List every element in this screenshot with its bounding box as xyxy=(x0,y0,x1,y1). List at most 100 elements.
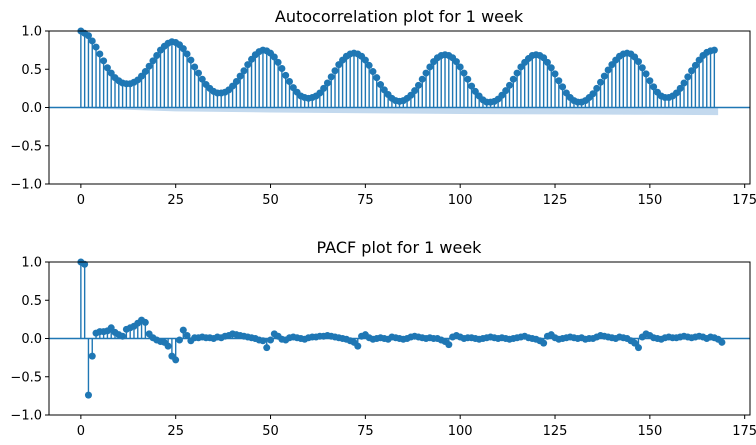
pacf-markers xyxy=(77,258,726,399)
acf-x-tick-label: 0 xyxy=(77,193,85,208)
pacf-marker-23 xyxy=(164,342,172,350)
acf-marker-136 xyxy=(593,84,601,92)
acf-marker-99 xyxy=(452,58,460,66)
acf-marker-161 xyxy=(688,67,696,75)
acf-marker-137 xyxy=(597,78,605,86)
pacf-marker-1 xyxy=(81,260,89,268)
acf-marker-101 xyxy=(460,69,468,77)
acf-marker-162 xyxy=(691,61,699,69)
pacf-y-tick-label: −1.0 xyxy=(10,409,42,424)
acf-marker-75 xyxy=(361,56,369,64)
acf-marker-148 xyxy=(638,64,646,72)
acf-marker-138 xyxy=(600,72,608,80)
acf-marker-167 xyxy=(710,46,718,54)
pacf-x-tick-label: 25 xyxy=(167,424,184,439)
acf-marker-44 xyxy=(244,61,252,69)
acf-marker-150 xyxy=(646,77,654,85)
acf-marker-2 xyxy=(84,32,92,40)
acf-markers xyxy=(77,27,718,106)
pacf-y-tick-label: 0.5 xyxy=(21,294,42,309)
acf-marker-55 xyxy=(285,77,293,85)
pacf-y-axis: −1.0 −0.5 0.0 0.5 1.0 xyxy=(10,256,49,424)
acf-marker-54 xyxy=(282,71,290,79)
acf-marker-158 xyxy=(676,84,684,92)
acf-marker-43 xyxy=(240,67,248,75)
pacf-chart-title: PACF plot for 1 week xyxy=(317,238,483,257)
acf-marker-6 xyxy=(100,57,108,65)
acf-marker-125 xyxy=(551,70,559,78)
acf-marker-30 xyxy=(191,63,199,71)
acf-x-tick-label: 175 xyxy=(732,193,756,208)
acf-marker-77 xyxy=(369,68,377,76)
acf-x-tick-label: 100 xyxy=(448,193,473,208)
acf-marker-53 xyxy=(278,64,286,72)
pacf-x-tick-label: 175 xyxy=(732,424,756,439)
acf-marker-17 xyxy=(141,68,149,76)
acf-marker-32 xyxy=(198,75,206,83)
acf-marker-52 xyxy=(274,58,282,66)
pacf-x-tick-label: 75 xyxy=(357,424,374,439)
acf-marker-160 xyxy=(684,73,692,81)
acf-marker-139 xyxy=(604,66,612,74)
pacf-marker-73 xyxy=(354,342,362,350)
acf-marker-51 xyxy=(270,53,278,61)
acf-stems xyxy=(80,31,716,108)
pacf-stems xyxy=(80,262,723,396)
acf-marker-78 xyxy=(373,74,381,82)
pacf-y-tick-label: −0.5 xyxy=(10,370,42,385)
acf-marker-64 xyxy=(320,84,328,92)
acf-confidence-area xyxy=(80,107,719,116)
acf-marker-112 xyxy=(502,87,510,95)
acf-marker-3 xyxy=(88,37,96,45)
acf-marker-113 xyxy=(506,81,514,89)
acf-marker-126 xyxy=(555,77,563,85)
pacf-x-tick-label: 50 xyxy=(262,424,279,439)
acf-marker-92 xyxy=(426,63,434,71)
acf-marker-20 xyxy=(153,51,161,59)
acf-marker-29 xyxy=(187,56,195,64)
pacf-marker-147 xyxy=(634,344,642,352)
acf-marker-7 xyxy=(103,64,111,72)
pacf-marker-50 xyxy=(267,336,275,344)
pacf-x-tick-label: 125 xyxy=(543,424,568,439)
acf-marker-123 xyxy=(543,58,551,66)
acf-marker-90 xyxy=(418,75,426,83)
acf-marker-115 xyxy=(513,69,521,77)
acf-marker-114 xyxy=(509,75,517,83)
acf-marker-103 xyxy=(468,82,476,90)
acf-marker-135 xyxy=(589,90,597,98)
pacf-marker-169 xyxy=(718,338,726,346)
acf-y-axis: −1.0 −0.5 0.0 0.5 1.0 xyxy=(10,25,49,193)
acf-marker-149 xyxy=(642,70,650,78)
acf-marker-4 xyxy=(92,43,100,51)
acf-marker-124 xyxy=(547,64,555,72)
acf-marker-42 xyxy=(236,72,244,80)
acf-marker-18 xyxy=(145,62,153,70)
acf-chart-title: Autocorrelation plot for 1 week xyxy=(275,7,524,26)
pacf-marker-25 xyxy=(172,356,180,364)
acf-marker-27 xyxy=(179,45,187,53)
acf-marker-100 xyxy=(456,63,464,71)
acf-marker-88 xyxy=(411,87,419,95)
pacf-marker-27 xyxy=(179,326,187,334)
acf-x-tick-label: 50 xyxy=(262,193,279,208)
pacf-panel: PACF plot for 1 week 0 25 50 75 100 125 150 175… xyxy=(10,238,756,439)
pacf-marker-3 xyxy=(88,352,96,360)
pacf-marker-122 xyxy=(540,339,548,347)
pacf-x-tick-label: 150 xyxy=(637,424,662,439)
pacf-marker-49 xyxy=(263,344,271,352)
acf-marker-147 xyxy=(634,58,642,66)
acf-marker-41 xyxy=(232,77,240,85)
acf-marker-31 xyxy=(194,69,202,77)
acf-marker-76 xyxy=(365,61,373,69)
acf-marker-66 xyxy=(327,73,335,81)
acf-marker-91 xyxy=(422,69,430,77)
acf-marker-67 xyxy=(331,67,339,75)
acf-marker-65 xyxy=(323,79,331,87)
pacf-marker-97 xyxy=(445,341,453,349)
pacf-marker-28 xyxy=(183,331,191,339)
pacf-x-tick-label: 100 xyxy=(448,424,473,439)
acf-y-tick-label: 0.0 xyxy=(21,101,42,116)
acf-marker-159 xyxy=(680,79,688,87)
